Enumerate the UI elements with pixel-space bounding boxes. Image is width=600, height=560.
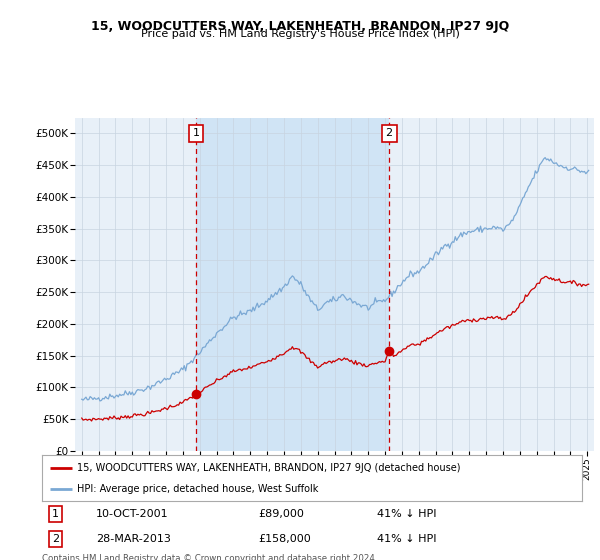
Text: 41% ↓ HPI: 41% ↓ HPI: [377, 534, 436, 544]
Text: £158,000: £158,000: [258, 534, 311, 544]
Text: 1: 1: [52, 509, 59, 519]
Text: £89,000: £89,000: [258, 509, 304, 519]
Text: Price paid vs. HM Land Registry's House Price Index (HPI): Price paid vs. HM Land Registry's House …: [140, 29, 460, 39]
Text: 15, WOODCUTTERS WAY, LAKENHEATH, BRANDON, IP27 9JQ: 15, WOODCUTTERS WAY, LAKENHEATH, BRANDON…: [91, 20, 509, 32]
Text: 28-MAR-2013: 28-MAR-2013: [96, 534, 171, 544]
Text: 10-OCT-2001: 10-OCT-2001: [96, 509, 169, 519]
Text: Contains HM Land Registry data © Crown copyright and database right 2024.: Contains HM Land Registry data © Crown c…: [42, 554, 377, 560]
Text: 15, WOODCUTTERS WAY, LAKENHEATH, BRANDON, IP27 9JQ (detached house): 15, WOODCUTTERS WAY, LAKENHEATH, BRANDON…: [77, 463, 461, 473]
Text: 2: 2: [52, 534, 59, 544]
Text: 1: 1: [193, 128, 199, 138]
Bar: [196, 118, 389, 451]
Text: 41% ↓ HPI: 41% ↓ HPI: [377, 509, 436, 519]
Text: HPI: Average price, detached house, West Suffolk: HPI: Average price, detached house, West…: [77, 484, 319, 494]
Text: 2: 2: [386, 128, 392, 138]
